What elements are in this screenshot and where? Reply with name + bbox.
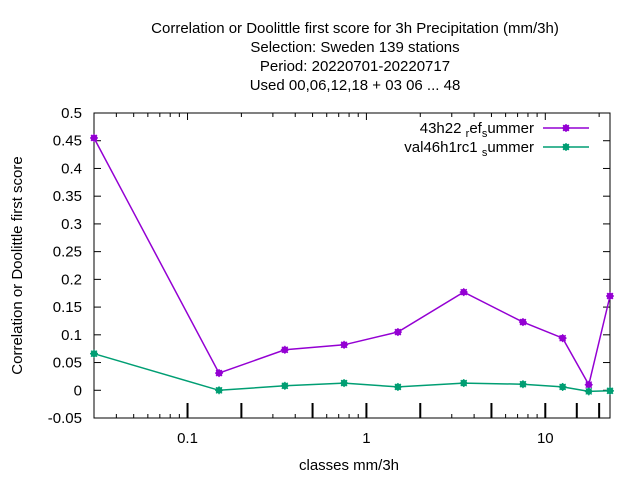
series-2-point: [90, 349, 98, 358]
series-1-point: [215, 369, 224, 378]
series-1-point: [90, 133, 98, 142]
legend-label-1: 43h22 refsummer: [420, 120, 534, 140]
chart-title: Correlation or Doolittle first score for…: [151, 20, 559, 94]
title-line-2: Selection: Sweden 139 stations: [250, 39, 459, 56]
series-line-2: [93, 352, 611, 393]
y-tick-label: 0.25: [53, 244, 82, 261]
y-tick-label: 0.15: [53, 299, 82, 316]
series-1-point: [393, 328, 402, 337]
series-2-point: [215, 386, 224, 395]
y-tick-label: 0.2: [61, 271, 82, 288]
legend: 43h22 refsummer val46h1rc1 summer: [404, 120, 589, 159]
x-axis-label: classes mm/3h: [299, 457, 399, 474]
title-line-1: Correlation or Doolittle first score for…: [151, 20, 559, 37]
x-tick-label: 10: [537, 430, 554, 447]
y-tick-label: 0.3: [61, 216, 82, 233]
legend-label-2-main: val46h1rc1: [404, 139, 482, 156]
legend-point-2: [562, 143, 570, 151]
series-2-point: [558, 382, 567, 391]
title-line-3: Period: 20220701-20220717: [260, 58, 450, 75]
legend-label-1-end: ummer: [487, 120, 534, 137]
legend-entry-1: 43h22 refsummer: [420, 120, 589, 140]
series-2-point: [340, 379, 349, 388]
series-1-point: [518, 318, 527, 327]
series-line-1: [93, 137, 611, 387]
plot-frame: [93, 112, 611, 419]
y-tick-label: 0.5: [61, 105, 82, 122]
y-tick-label: 0.35: [53, 188, 82, 205]
series-2-point: [606, 386, 614, 395]
y-tick-label: 0.4: [61, 160, 82, 177]
y-tick-label: 0.45: [53, 133, 82, 150]
legend-marker-2: [562, 143, 570, 151]
legend-label-1-sub1: r: [466, 128, 470, 140]
series-layer: [90, 133, 614, 396]
legend-label-2-sub1: s: [482, 147, 488, 159]
legend-label-2-end: ummer: [487, 139, 534, 156]
class-boundary-ticks: [186, 403, 601, 418]
y-tick-label: -0.05: [48, 410, 82, 427]
legend-entry-2: val46h1rc1 summer: [404, 139, 589, 159]
legend-marker-1: [562, 124, 570, 132]
series-2-point: [518, 380, 527, 389]
series-1-point: [340, 340, 349, 349]
series-2-point: [280, 381, 289, 390]
y-tick-label: 0.05: [53, 355, 82, 372]
legend-label-2: val46h1rc1 summer: [404, 139, 534, 159]
series-1-point: [459, 288, 468, 297]
y-axis-label: Correlation or Doolittle first score: [9, 156, 26, 374]
series-2-point: [393, 382, 402, 391]
series-2-point: [584, 387, 593, 396]
x-tick-label: 0.1: [177, 430, 198, 447]
series-1-point: [558, 334, 567, 343]
title-line-4: Used 00,06,12,18 + 03 06 ... 48: [250, 77, 461, 94]
y-axis: -0.05 0 0.05 0.1 0.15 0.2 0.25 0.3 0.35 0.4 0.45 0.…: [48, 105, 610, 427]
x-tick-label: 1: [362, 430, 370, 447]
y-tick-label: 0: [74, 382, 82, 399]
legend-label-1-mid: ef: [469, 120, 482, 137]
series-1-point: [606, 292, 614, 300]
legend-label-1-main: 43h22: [420, 120, 466, 137]
y-tick-label: 0.1: [61, 327, 82, 344]
legend-label-1-sub2: s: [482, 128, 488, 140]
legend-point-1: [562, 124, 570, 132]
series-2-point: [459, 379, 468, 388]
series-1-point: [280, 345, 289, 354]
